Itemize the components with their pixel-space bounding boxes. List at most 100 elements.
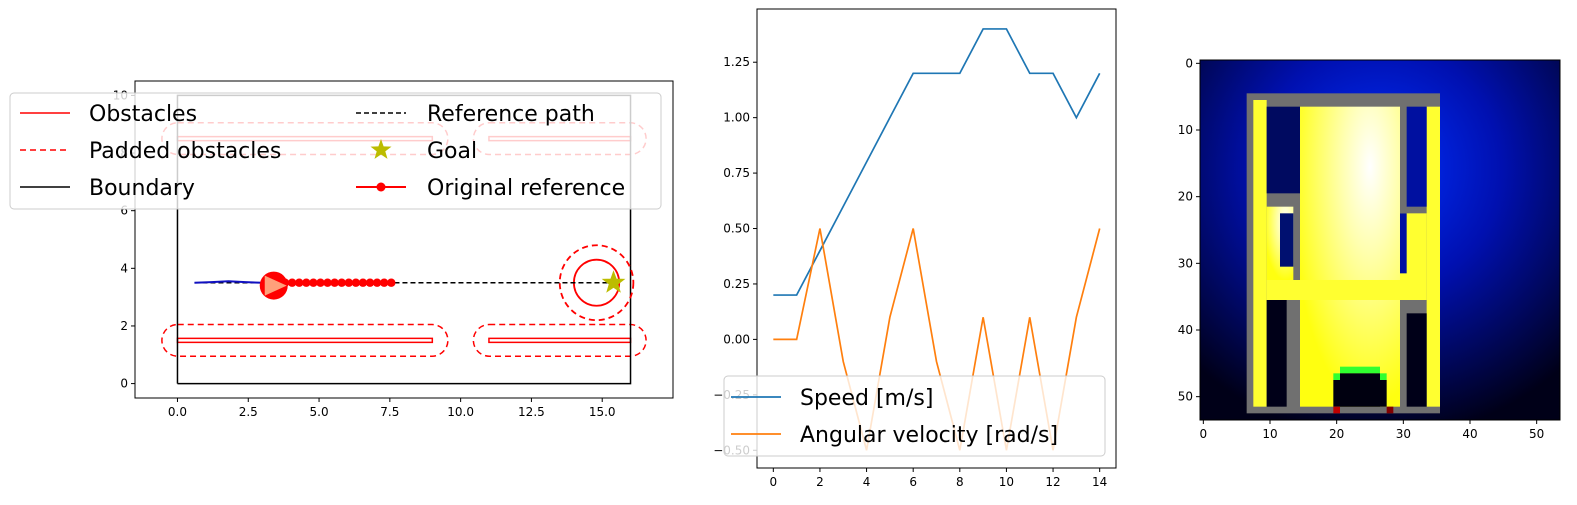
map-x-tick-label: 2.5 <box>239 405 258 419</box>
heatmap-x-tick-label: 30 <box>1396 427 1411 441</box>
original-reference-point <box>337 278 346 287</box>
velocity-x-tick-label: 14 <box>1092 475 1107 489</box>
heatmap-y-tick-label: 0 <box>1185 56 1193 70</box>
map-legend-box <box>9 92 662 210</box>
heatmap-x-tick-label: 10 <box>1262 427 1277 441</box>
original-reference-point <box>387 278 396 287</box>
legend-label-reference-path: Reference path <box>427 102 595 127</box>
obstacle <box>488 337 632 344</box>
velocity-y-tick-label: 0.75 <box>723 166 750 180</box>
original-reference-point <box>323 278 332 287</box>
legend-label-goal: Goal <box>427 139 477 164</box>
velocity-y-tick-label: 1.25 <box>723 55 750 69</box>
original-reference-point <box>379 278 389 287</box>
map-x-tick-label: 0.0 <box>168 405 187 419</box>
velocity-x-tick-label: 12 <box>1045 475 1060 489</box>
map-y-tick-label: 0 <box>120 377 128 391</box>
original-reference-point <box>358 278 368 287</box>
velocity-y-tick-label: 0.25 <box>723 277 750 291</box>
original-reference-point <box>287 278 297 287</box>
legend-handle-original-reference <box>356 182 406 192</box>
heatmap-obstacle-cell <box>1280 213 1294 267</box>
heatmap-x-tick-label: 20 <box>1329 427 1344 441</box>
map-legend: Obstacles Reference path Padded obstacles G… <box>9 92 662 210</box>
original-reference-point <box>302 278 311 287</box>
map-content <box>161 94 647 385</box>
obstacle <box>176 337 434 344</box>
heatmap-y-tick-label: 20 <box>1178 190 1193 204</box>
heatmap-free-cell <box>1266 280 1427 300</box>
original-reference-point <box>372 278 382 287</box>
legend-handle-goal <box>370 139 392 159</box>
original-reference-point <box>351 278 361 287</box>
original-reference-point <box>295 278 304 287</box>
map-x-tick-label: 15.0 <box>589 405 616 419</box>
map-x-tick-label: 5.0 <box>310 405 329 419</box>
velocity-x-tick-label: 0 <box>769 475 777 489</box>
velocity-x-tick-label: 6 <box>909 475 917 489</box>
original-reference-point <box>330 278 339 287</box>
velocity-plot-frame <box>756 8 1117 469</box>
goal-marker <box>601 270 626 293</box>
heatmap-x-tick-label: 50 <box>1529 427 1544 441</box>
heatmap-free-cell <box>1253 100 1267 407</box>
heatmap-x-tick-label: 40 <box>1462 427 1477 441</box>
original-reference-point <box>316 278 325 287</box>
speed-line <box>773 28 1101 296</box>
robot-heading <box>264 275 287 296</box>
velocity-x-tick-label: 2 <box>816 475 824 489</box>
heatmap-y-tick-label: 10 <box>1178 123 1193 137</box>
heatmap-obstacle-cell <box>1406 313 1427 407</box>
heatmap-obstacle-cell <box>1400 213 1407 274</box>
map-y-tick-label: 6 <box>120 204 128 218</box>
heatmap-obstacle-cell <box>1266 300 1287 407</box>
heatmap-ticks: 0 10 20 30 40 50 0 10 20 30 40 50 <box>1178 56 1545 441</box>
heatmap-frame <box>1199 59 1561 421</box>
legend-label-obstacles: Obstacles <box>89 102 197 127</box>
heatmap-obstacle-cell <box>1266 106 1300 194</box>
original-reference-point <box>365 278 375 287</box>
legend-dot <box>376 182 386 192</box>
velocity-x-tick-label: 8 <box>956 475 964 489</box>
velocity-axes: 02468101214−0.50−0.250.000.250.500.751.0… <box>713 8 1117 489</box>
heatmap-goal-cell <box>1333 380 1387 407</box>
map-y-tick-label: 2 <box>120 319 128 333</box>
velocity-y-tick-label: 0.00 <box>723 332 750 346</box>
legend-label-speed: Speed [m/s] <box>800 386 933 411</box>
heatmap-free-region <box>1300 106 1400 407</box>
map-y-tick-label: 4 <box>120 261 128 275</box>
velocity-x-tick-label: 4 <box>863 475 871 489</box>
heatmap-x-tick-label: 0 <box>1200 427 1208 441</box>
legend-star <box>370 139 392 159</box>
heatmap-free-cell <box>1426 106 1440 407</box>
map-x-tick-label: 7.5 <box>380 405 399 419</box>
heatmap-axes: 0 10 20 30 40 50 0 10 20 30 40 50 <box>1178 56 1561 441</box>
map-axes: 0.02.55.07.510.012.515.00246810 Obstacle… <box>9 80 674 419</box>
heatmap-goal-cell <box>1340 366 1380 374</box>
legend-label-angular-velocity: Angular velocity [rad/s] <box>800 423 1058 448</box>
padded-obstacle <box>472 323 647 357</box>
velocity-y-tick-label: 0.50 <box>723 222 750 236</box>
padded-obstacle <box>161 323 449 357</box>
velocity-x-tick-label: 10 <box>999 475 1014 489</box>
legend-label-boundary: Boundary <box>89 176 195 201</box>
velocity-y-tick-label: 1.00 <box>723 111 750 125</box>
velocity-legend-box <box>723 375 1106 457</box>
legend-label-padded-obstacles: Padded obstacles <box>89 139 281 164</box>
map-x-tick-label: 12.5 <box>518 405 545 419</box>
heatmap-goal-cell <box>1333 406 1340 414</box>
trajectory <box>194 280 271 284</box>
legend-label-original-reference: Original reference <box>427 176 625 201</box>
map-x-tick-label: 10.0 <box>447 405 474 419</box>
padded-circle-obstacle <box>558 244 635 322</box>
heatmap-y-tick-label: 30 <box>1178 256 1193 270</box>
map-plot-frame <box>134 80 674 399</box>
heatmap-content <box>1200 60 1560 420</box>
heatmap-y-tick-label: 50 <box>1178 390 1193 404</box>
velocity-legend: Speed [m/s] Angular velocity [rad/s] <box>723 375 1106 457</box>
original-reference-point <box>309 278 318 287</box>
heatmap-obstacle-cell <box>1406 106 1427 207</box>
heatmap-y-tick-label: 40 <box>1178 323 1193 337</box>
original-reference-point <box>344 278 353 287</box>
